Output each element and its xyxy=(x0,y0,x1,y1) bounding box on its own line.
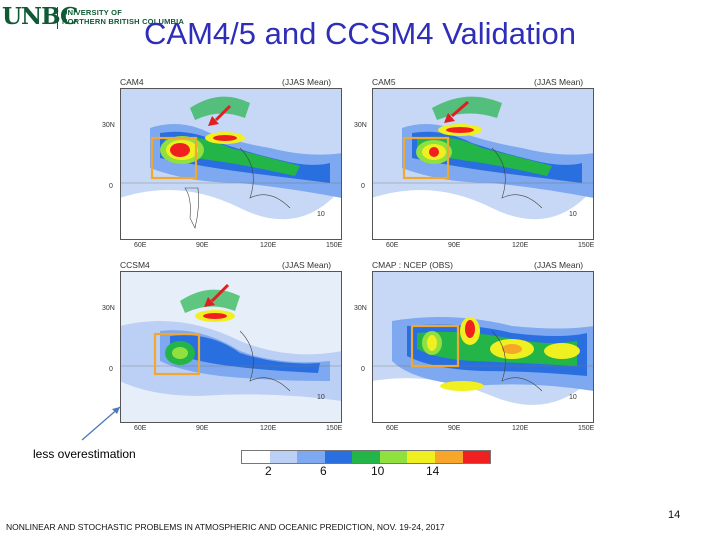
colorbar-swatch xyxy=(462,451,491,463)
lat-label: 30N xyxy=(102,122,115,129)
highlight-box xyxy=(402,136,450,180)
logo-line1: UNIVERSITY OF xyxy=(62,8,122,17)
highlight-box xyxy=(153,332,201,376)
colorbar-swatch xyxy=(379,451,408,463)
panel-ccsm4: CCSM4 (JJAS Mean) 30N 0 60E 90E 120E 150… xyxy=(102,260,344,436)
lon-label: 90E xyxy=(196,242,209,249)
colorbar-swatch xyxy=(324,451,353,463)
colorbar-label: 10 xyxy=(371,464,385,478)
precip-map xyxy=(120,271,342,423)
colorbar xyxy=(241,450,491,464)
lon-label: 60E xyxy=(386,425,399,432)
panel-cam4: CAM4 (JJAS Mean) 30N 0 60 xyxy=(102,77,344,253)
colorbar-swatch xyxy=(242,451,270,463)
logo-divider xyxy=(57,7,58,29)
lat-label: 30N xyxy=(102,305,115,312)
slide-title: CAM4/5 and CCSM4 Validation xyxy=(144,16,576,51)
lon-label: 150E xyxy=(326,242,343,249)
panel-tag: (JJAS Mean) xyxy=(282,77,332,87)
precip-map xyxy=(120,88,342,240)
highlight-box xyxy=(410,324,460,368)
lon-label: 120E xyxy=(260,425,277,432)
precip-map xyxy=(372,88,594,240)
panel-title: CAM5 xyxy=(372,77,396,87)
colorbar-swatch xyxy=(434,451,463,463)
panel-tag: (JJAS Mean) xyxy=(534,260,584,270)
lon-label: 90E xyxy=(448,425,461,432)
panel-title: CMAP : NCEP (OBS) xyxy=(372,260,453,270)
vector-ref: 10 xyxy=(317,394,325,401)
highlight-arrow xyxy=(444,100,469,123)
precip-map xyxy=(372,271,594,423)
panel-title: CCSM4 xyxy=(120,260,150,270)
lat-label: 30N xyxy=(354,122,367,129)
panel-cam5: CAM5 (JJAS Mean) 30N 0 60E 90E xyxy=(354,77,596,253)
highlight-box xyxy=(150,136,198,180)
vector-ref: 10 xyxy=(569,211,577,218)
lon-label: 150E xyxy=(326,425,343,432)
logo-mark: UNBC xyxy=(2,3,78,30)
highlight-arrow xyxy=(204,283,230,307)
highlight-arrow xyxy=(208,104,232,126)
page-number: 14 xyxy=(668,509,681,521)
footer-text: NONLINEAR AND STOCHASTIC PROBLEMS IN ATM… xyxy=(6,522,445,532)
panel-tag: (JJAS Mean) xyxy=(534,77,584,87)
lon-label: 60E xyxy=(134,242,147,249)
panel-tag: (JJAS Mean) xyxy=(282,260,332,270)
unbc-logo: UNBC UNIVERSITY OF NORTHERN BRITISH COLU… xyxy=(2,2,192,32)
lat-label: 30N xyxy=(354,305,367,312)
logo-line2: NORTHERN BRITISH COLUMBIA xyxy=(62,17,185,26)
lon-label: 90E xyxy=(196,425,209,432)
vector-ref: 10 xyxy=(569,394,577,401)
lon-label: 60E xyxy=(134,425,147,432)
colorbar-swatch xyxy=(297,451,325,463)
lat-label: 0 xyxy=(361,366,365,373)
panel-title: CAM4 xyxy=(120,77,144,87)
lon-label: 120E xyxy=(512,425,529,432)
lat-label: 0 xyxy=(109,183,113,190)
lat-label: 0 xyxy=(109,366,113,373)
lat-label: 0 xyxy=(361,183,365,190)
colorbar-swatch xyxy=(352,451,380,463)
panel-cmap-obs: CMAP : NCEP (OBS) (JJAS Mean) 30N 0 60E … xyxy=(354,260,596,436)
lon-label: 150E xyxy=(578,242,595,249)
lon-label: 60E xyxy=(386,242,399,249)
colorbar-swatch xyxy=(269,451,298,463)
colorbar-label: 14 xyxy=(426,464,440,478)
colorbar-label: 6 xyxy=(320,464,327,478)
annotation-text: less overestimation xyxy=(33,447,136,461)
colorbar-label: 2 xyxy=(265,464,272,478)
lon-label: 150E xyxy=(578,425,595,432)
lon-label: 120E xyxy=(260,242,277,249)
lon-label: 120E xyxy=(512,242,529,249)
vector-ref: 10 xyxy=(317,211,325,218)
colorbar-swatch xyxy=(407,451,435,463)
lon-label: 90E xyxy=(448,242,461,249)
